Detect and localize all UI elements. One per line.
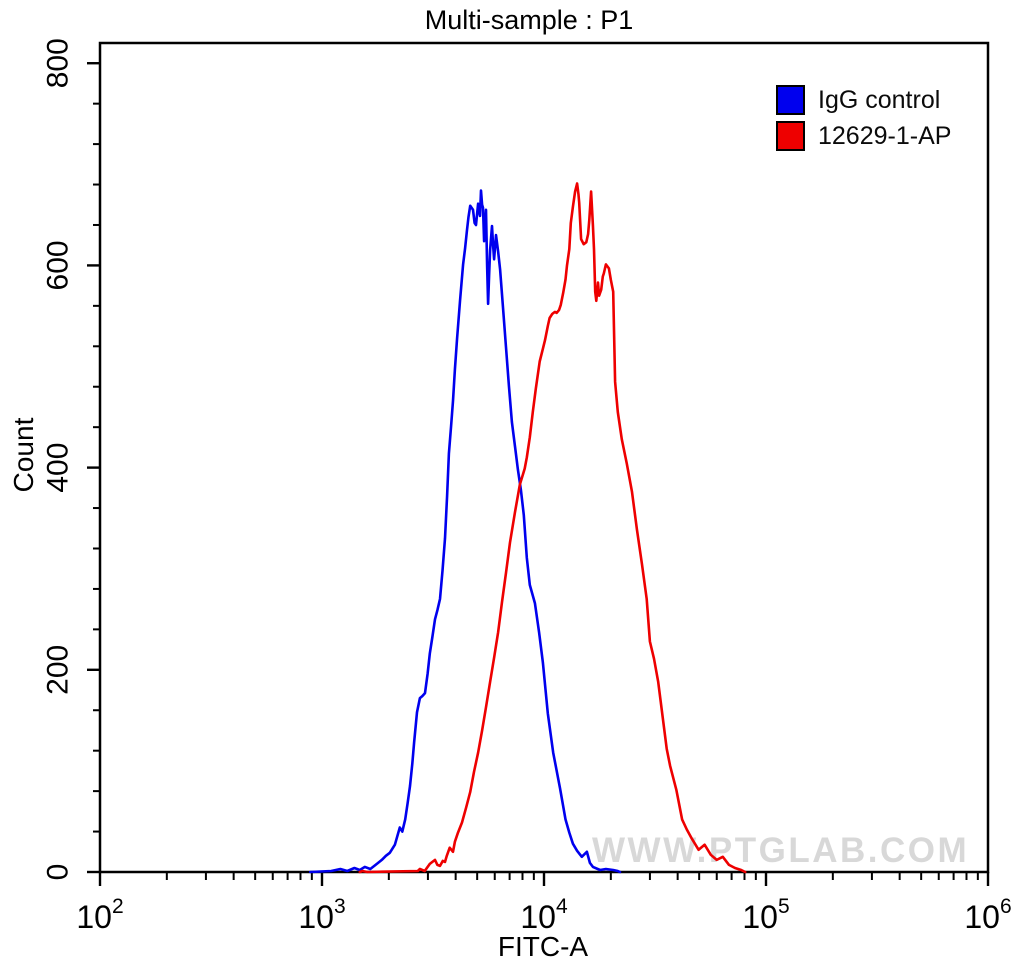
legend-item-igg-control: IgG control bbox=[776, 85, 951, 115]
y-tick-label: 200 bbox=[42, 645, 75, 695]
legend-swatch-blue bbox=[776, 85, 805, 115]
x-tick-label: 104 bbox=[520, 895, 568, 935]
legend-item-antibody: 12629-1-AP bbox=[776, 121, 951, 151]
y-tick-label: 400 bbox=[42, 443, 75, 493]
page-title: Multi-sample : P1 bbox=[424, 5, 634, 35]
y-tick-label: 800 bbox=[42, 38, 75, 88]
series-12629-1-ap bbox=[358, 182, 747, 874]
series-igg-control bbox=[308, 189, 622, 874]
x-tick-label: 105 bbox=[742, 895, 789, 935]
x-axis-ticks: 102 103 104 105 106 bbox=[76, 872, 1012, 935]
legend-swatch-red bbox=[776, 121, 805, 151]
y-tick-label: 0 bbox=[42, 864, 75, 881]
legend-label: IgG control bbox=[818, 85, 941, 114]
x-tick-label: 103 bbox=[298, 895, 345, 935]
x-tick-label: 106 bbox=[964, 895, 1011, 935]
y-tick-label: 600 bbox=[42, 240, 75, 290]
x-axis-label: FITC-A bbox=[497, 931, 589, 962]
plot-border bbox=[98, 41, 990, 874]
legend-label: 12629-1-AP bbox=[818, 121, 952, 150]
y-axis-ticks: 0 200 400 600 800 bbox=[42, 38, 100, 881]
x-tick-label: 102 bbox=[76, 895, 123, 935]
watermark-text: WWW.PTGLAB.COM bbox=[592, 831, 970, 870]
legend: IgG control 12629-1-AP bbox=[776, 85, 951, 151]
y-axis-label: Count bbox=[8, 417, 39, 493]
